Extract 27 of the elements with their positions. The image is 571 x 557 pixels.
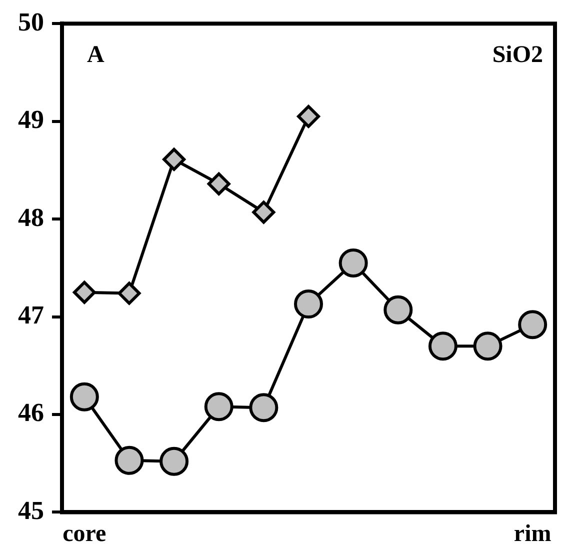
- point: [114, 446, 144, 475]
- y-tick-label: 50: [18, 7, 44, 36]
- point: [207, 172, 230, 196]
- x-tick-label: rim: [514, 520, 552, 547]
- y-tick-label: 45: [18, 496, 44, 525]
- point: [204, 392, 234, 422]
- point: [70, 382, 99, 412]
- point: [162, 148, 186, 171]
- y-tick-label: 46: [18, 398, 44, 428]
- point: [384, 295, 413, 324]
- point: [297, 104, 320, 128]
- annotation: A: [87, 42, 105, 68]
- point: [160, 446, 189, 476]
- point: [249, 393, 278, 422]
- annotation: SiO2: [492, 42, 543, 68]
- point: [338, 248, 368, 278]
- y-tick-label: 47: [18, 300, 44, 330]
- point: [428, 332, 458, 361]
- point: [518, 310, 548, 340]
- x-tick-label: core: [62, 520, 107, 547]
- y-tick-label: 48: [18, 202, 44, 232]
- y-tick-label: 49: [18, 105, 44, 134]
- point: [294, 290, 323, 319]
- point: [72, 280, 96, 304]
- point: [118, 282, 141, 305]
- point: [473, 332, 502, 361]
- point: [252, 200, 276, 224]
